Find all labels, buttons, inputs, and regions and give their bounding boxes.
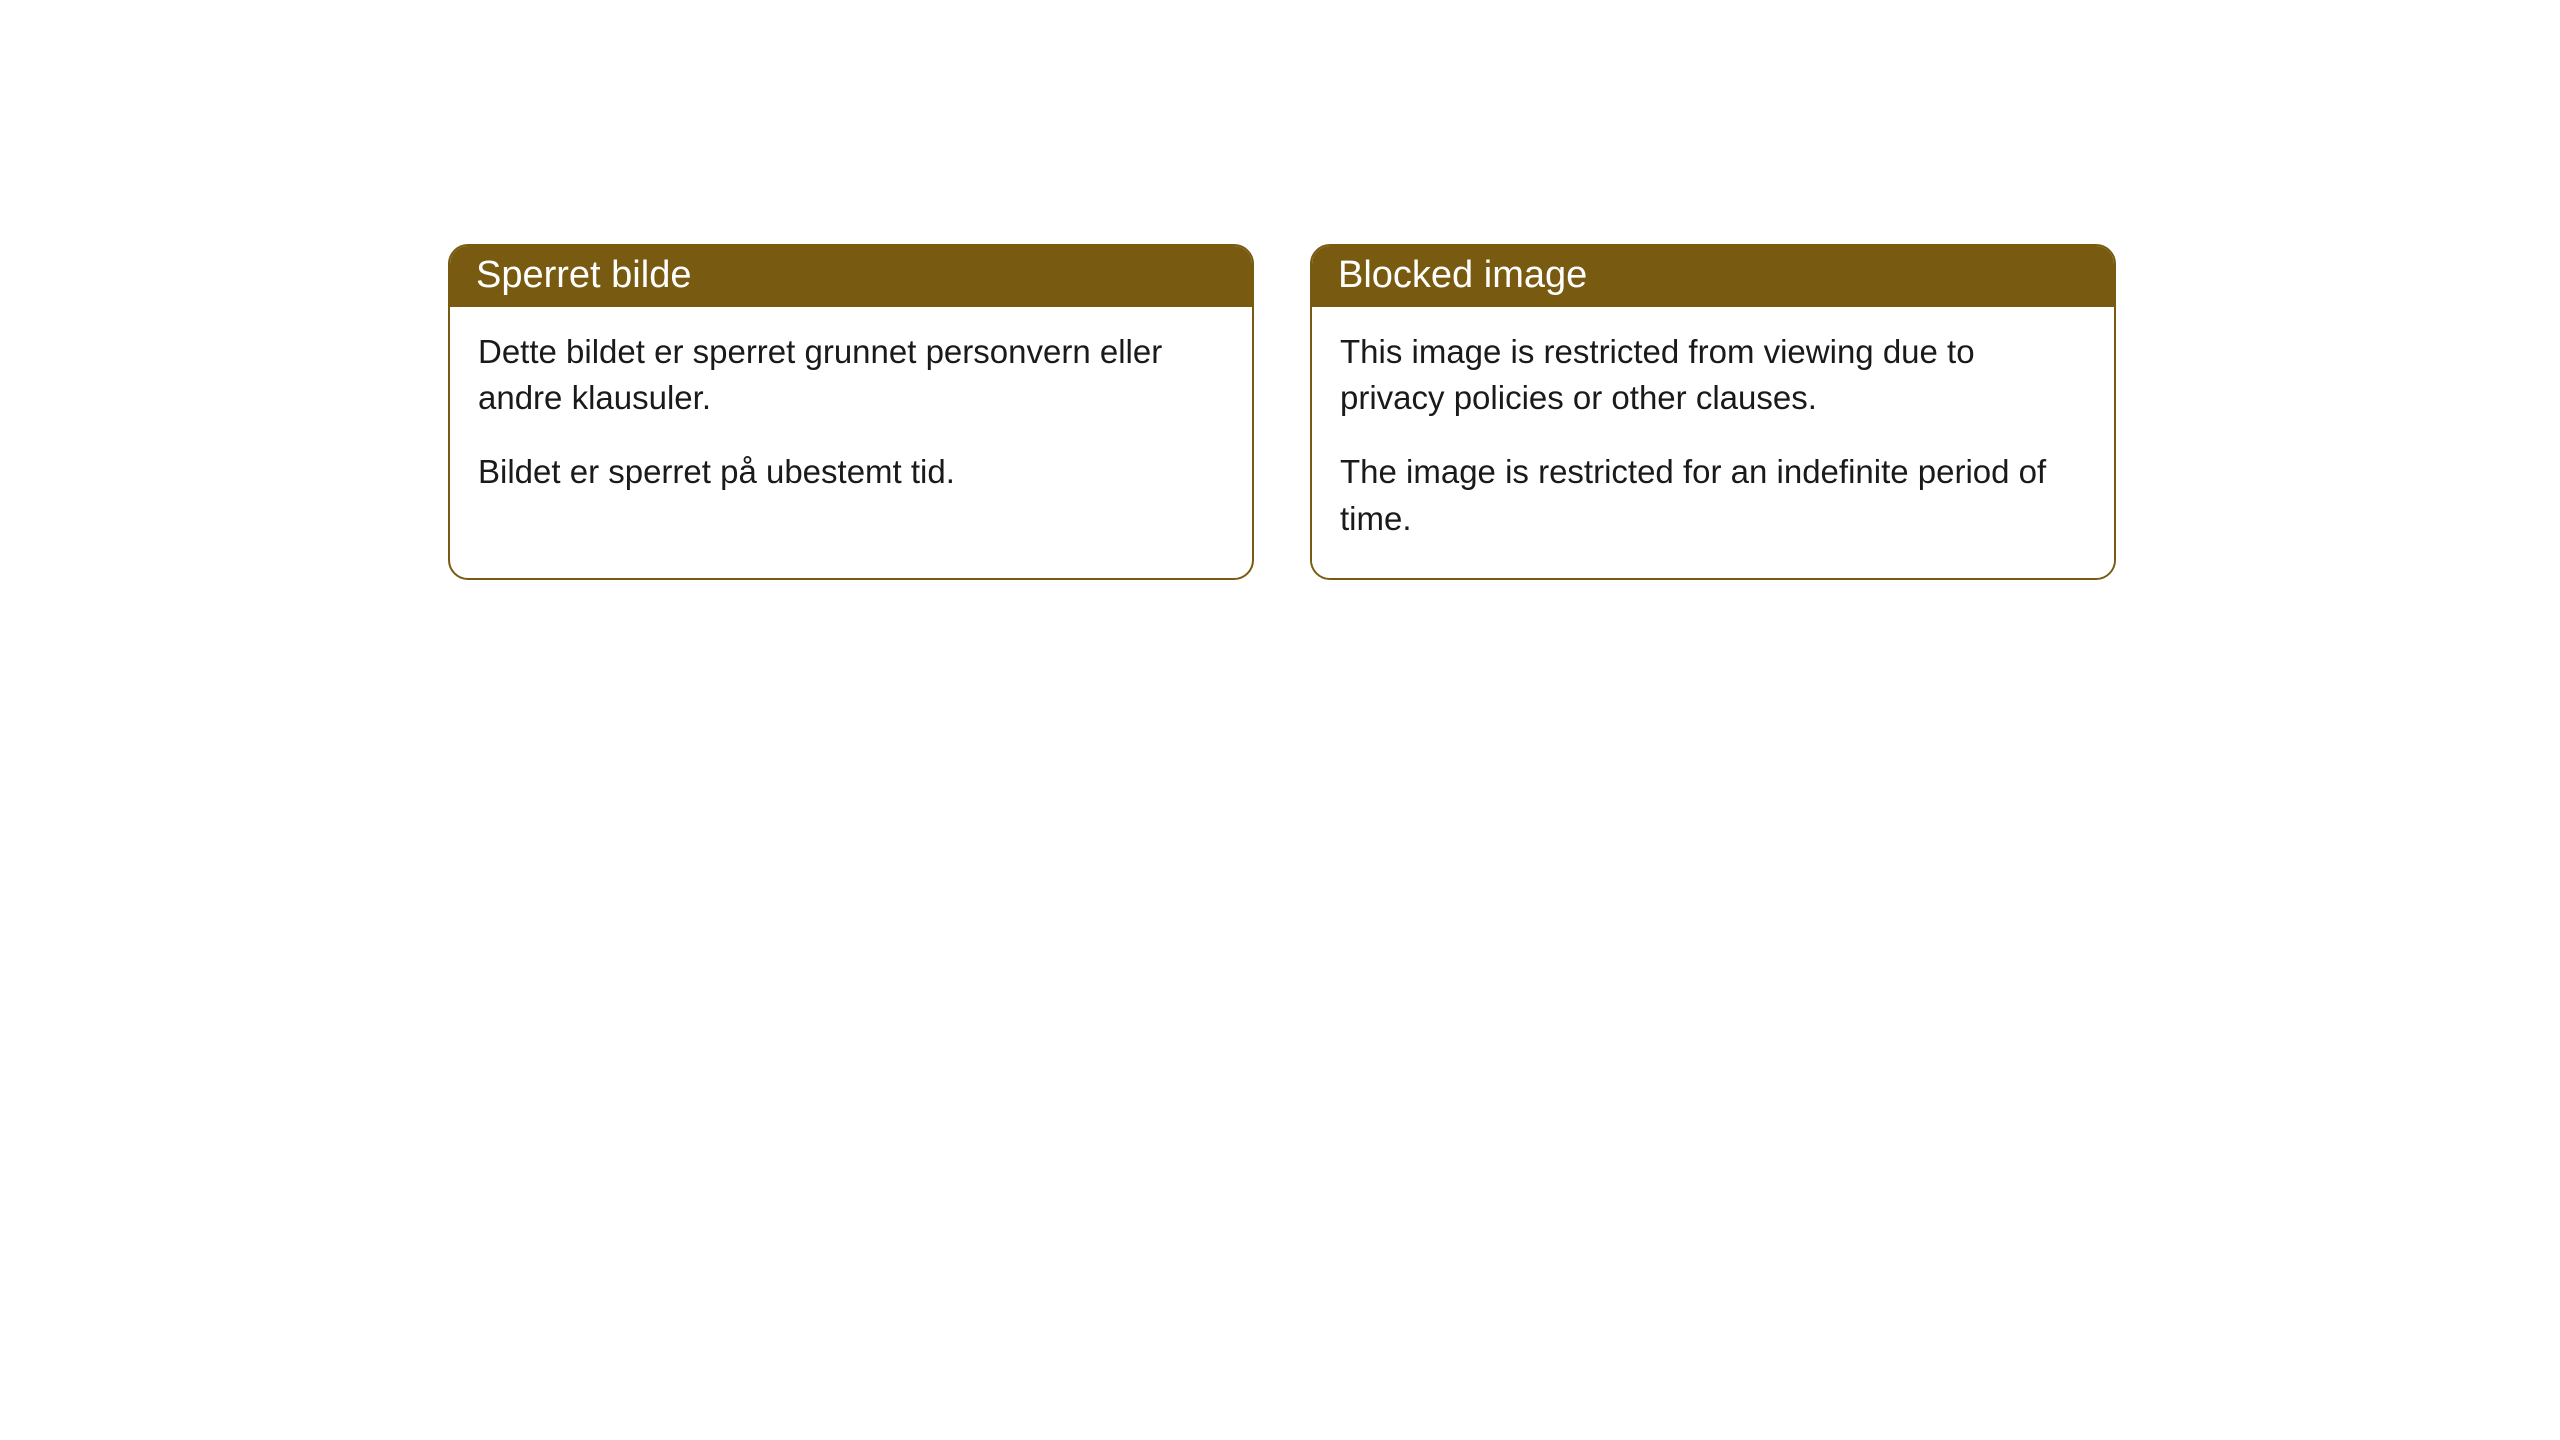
card-header: Blocked image [1312,246,2114,307]
blocked-image-card-norwegian: Sperret bilde Dette bildet er sperret gr… [448,244,1254,580]
card-paragraph-2: The image is restricted for an indefinit… [1340,449,2086,541]
card-paragraph-1: Dette bildet er sperret grunnet personve… [478,329,1224,421]
card-paragraph-1: This image is restricted from viewing du… [1340,329,2086,421]
card-title: Blocked image [1338,254,1587,296]
card-title: Sperret bilde [476,254,691,296]
card-body: This image is restricted from viewing du… [1312,307,2114,578]
blocked-image-card-english: Blocked image This image is restricted f… [1310,244,2116,580]
card-header: Sperret bilde [450,246,1252,307]
card-paragraph-2: Bildet er sperret på ubestemt tid. [478,449,1224,495]
notice-cards-container: Sperret bilde Dette bildet er sperret gr… [448,244,2116,580]
card-body: Dette bildet er sperret grunnet personve… [450,307,1252,532]
